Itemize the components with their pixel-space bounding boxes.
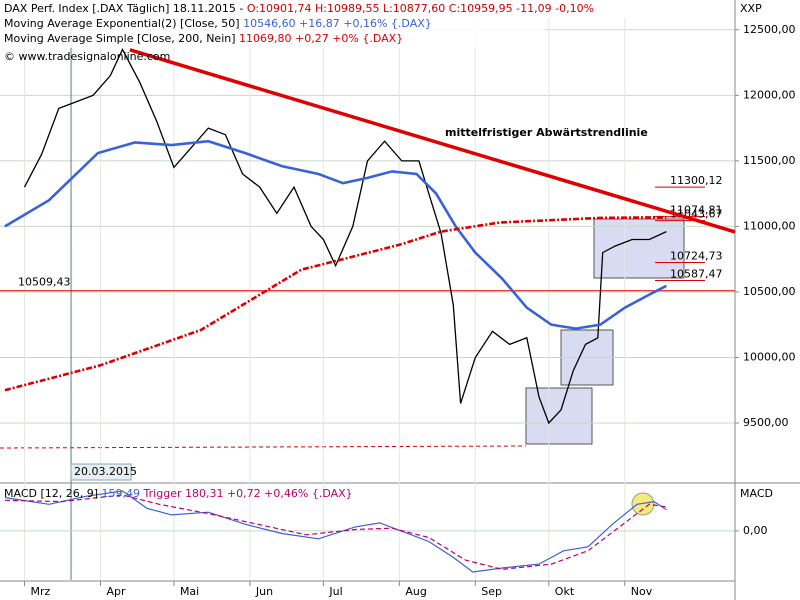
- support-line: [0, 445, 527, 449]
- highlight: [631, 492, 655, 516]
- y-tick-label: 0,00: [743, 524, 768, 537]
- axis-label: XXP: [740, 2, 762, 15]
- series-line: [4, 215, 667, 392]
- legend-entry: Moving Average Exponential(2) [Close, 50…: [4, 17, 432, 30]
- y-tick-label: 11500,00: [743, 154, 796, 167]
- price-label: 11074,81: [670, 204, 723, 217]
- x-tick-label: Aug: [405, 585, 426, 598]
- x-tick-label: Mrz: [31, 585, 51, 598]
- x-tick-label: Jul: [328, 585, 342, 598]
- y-tick-label: 10000,00: [743, 350, 796, 363]
- text-part: MACD [12, 26, 9]: [4, 487, 98, 500]
- text-part: 159,49: [98, 487, 140, 500]
- x-tick-label: Okt: [555, 585, 575, 598]
- x-tick-label: Apr: [106, 585, 126, 598]
- series-line: [4, 494, 667, 571]
- y-tick-label: 11000,00: [743, 219, 796, 232]
- legend-entry: Moving Average Simple [Close, 200, Nein]…: [4, 32, 403, 45]
- x-tick-label: Mai: [180, 585, 199, 598]
- text-part: 10546,60 +16,87 +0,16% {.DAX}: [240, 17, 432, 30]
- legend-entry: MACD [12, 26, 9] 159,49 Trigger 180,31 +…: [4, 487, 353, 500]
- price-label: 10724,73: [670, 249, 723, 262]
- text-part: Trigger: [140, 487, 182, 500]
- text-part: DAX Perf. Index [.DAX Täglich] 18.11.201…: [4, 2, 243, 15]
- y-tick-label: 9500,00: [743, 416, 789, 429]
- text-part: 180,31 +0,72 +0,46% {.DAX}: [181, 487, 352, 500]
- x-tick-label: Nov: [631, 585, 653, 598]
- legend-bg: [0, 0, 545, 48]
- series-line: [23, 48, 667, 425]
- y-tick-label: 12000,00: [743, 88, 796, 101]
- text-part: Moving Average Simple [Close, 200, Nein]: [4, 32, 236, 45]
- series-line: [4, 490, 667, 573]
- copyright: © www.tradesignalonline.com: [4, 50, 170, 63]
- y-tick-label: 12500,00: [743, 23, 796, 36]
- box: [593, 218, 685, 279]
- axis-label: MACD: [740, 487, 773, 500]
- price-label: 11300,12: [670, 174, 723, 187]
- trendline: [129, 48, 736, 234]
- marker-label-box: [70, 463, 132, 481]
- x-tick-label: Sep: [481, 585, 502, 598]
- box: [525, 387, 593, 445]
- text-part: O:10901,74 H:10989,55 L:10877,60 C:10959…: [243, 2, 594, 15]
- series-line: [4, 139, 667, 330]
- y-tick-label: 10500,00: [743, 285, 796, 298]
- text-part: 11069,80 +0,27 +0% {.DAX}: [236, 32, 404, 45]
- x-tick-label: Jun: [255, 585, 273, 598]
- chart-title: DAX Perf. Index [.DAX Täglich] 18.11.201…: [4, 2, 594, 15]
- trendline-label: mittelfristiger Abwärtstrendlinie: [445, 126, 648, 139]
- marker-label: 20.03.2015: [74, 465, 137, 478]
- price-label: 10587,47: [670, 267, 723, 280]
- text-part: Moving Average Exponential(2) [Close, 50…: [4, 17, 240, 30]
- hline-label: 10509,43: [18, 276, 71, 289]
